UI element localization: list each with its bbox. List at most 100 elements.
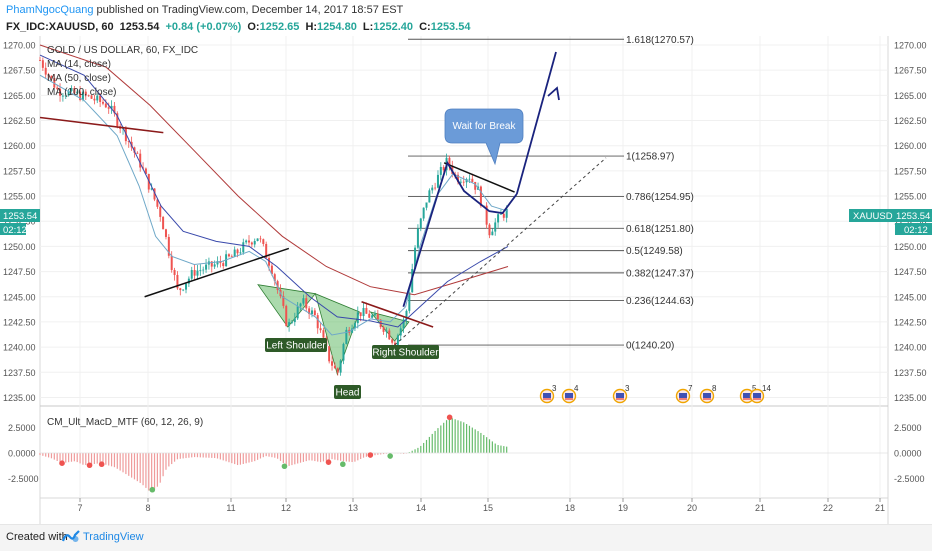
macd-cross-dot: [281, 463, 288, 470]
candle-body: [73, 87, 76, 94]
y-tick-label: 1255.00: [3, 192, 36, 202]
ma100-line: [39, 44, 509, 296]
x-tick-label: 20: [687, 503, 697, 513]
candle-body: [488, 224, 491, 236]
arrow-head-icon: [547, 86, 560, 101]
legend-title: GOLD / US DOLLAR, 60, FX_IDC: [47, 45, 198, 56]
candle-body: [245, 240, 248, 243]
symbol-interval[interactable]: FX_IDC:XAUUSD, 60: [6, 21, 114, 33]
y-tick-label: 1242.50: [894, 317, 927, 327]
callout-bubble: [444, 108, 524, 166]
candle-body: [331, 361, 334, 366]
candle-body: [196, 270, 199, 276]
candle-body: [262, 239, 265, 244]
candle-body: [497, 214, 500, 223]
y-tick-label: 1267.50: [894, 66, 927, 76]
neckline-left: [144, 247, 290, 298]
candle-body: [479, 186, 482, 207]
head-label-box: [334, 385, 361, 399]
macd-cross-dot: [59, 460, 65, 467]
candle-body: [265, 243, 268, 259]
macd-cross-dot: [367, 452, 374, 458]
economic-events[interactable]: 3 3 7 8 5 14 4: [539, 384, 772, 404]
y-tick-label: 1247.50: [3, 267, 36, 277]
candle-body: [414, 247, 417, 269]
event-flag-icon[interactable]: 14: [749, 384, 772, 404]
candle-body: [239, 252, 242, 254]
y-tick-label: 1265.00: [894, 91, 927, 101]
event-count: 14: [762, 384, 771, 393]
candle-body: [90, 95, 93, 99]
event-flag-icon[interactable]: 8: [699, 384, 718, 404]
high-label: H:: [305, 21, 318, 33]
flag-canton: [679, 393, 687, 398]
macd-tick-label: 0.0000: [8, 449, 36, 459]
candle-body: [353, 323, 356, 329]
candle-body: [396, 335, 399, 346]
candle-body: [259, 238, 262, 240]
event-flag-icon[interactable]: 3: [539, 384, 558, 404]
macd-cross-dot: [98, 461, 105, 468]
candle-body: [376, 314, 379, 320]
tradingview-link[interactable]: TradingView: [83, 531, 144, 543]
head-label: Head: [336, 388, 360, 399]
price-chart[interactable]: 7 8 11 12 13 14 15 18 19 20 21 22 21 1270.001267.501…: [0, 36, 932, 524]
candle-body: [44, 67, 47, 75]
candle-body: [422, 207, 425, 219]
candle-body: [313, 310, 316, 316]
y-tick-label: 1245.00: [894, 292, 927, 302]
fib-retracement[interactable]: 1.618(1270.57) 1(1258.97) 0.786(1254.95) 0.…: [408, 36, 694, 352]
fib-level-label: 0.382(1247.37): [626, 268, 694, 279]
y-tick-label: 1265.00: [3, 91, 36, 101]
candle-body: [419, 218, 422, 229]
candle-body: [485, 205, 488, 225]
low-label: L:: [362, 21, 374, 33]
candle-body: [182, 289, 185, 291]
macd-tick-label: 0.0000: [894, 449, 922, 459]
candle-body: [333, 365, 336, 369]
left-shoulder-label-box: [265, 338, 327, 352]
candle-body: [101, 101, 104, 104]
candle-body: [210, 261, 213, 267]
pattern-triangle: [369, 311, 410, 342]
event-count: 4: [574, 384, 579, 393]
candle-body: [319, 328, 322, 331]
x-tick-label: 21: [875, 503, 885, 513]
y-tick-label: 1270.00: [894, 41, 927, 51]
open-label: O:: [247, 21, 260, 33]
last-price: 1253.54: [119, 21, 160, 33]
candle-body: [302, 298, 305, 304]
candle-body: [76, 91, 79, 94]
candle-body: [99, 95, 102, 102]
macd-cross-dot: [340, 461, 346, 468]
flag-canton: [743, 393, 751, 398]
event-flag-icon[interactable]: 3: [612, 384, 631, 404]
left-shoulder-label: Left Shoulder: [266, 341, 326, 352]
candle-body: [47, 74, 50, 76]
candle-body: [39, 60, 41, 61]
macd-histogram: [39, 414, 888, 493]
event-flag-icon[interactable]: 7: [675, 384, 694, 404]
candle-body: [79, 91, 82, 100]
trend-drawings[interactable]: [39, 51, 607, 346]
candle-body: [457, 174, 460, 183]
x-tick-label: 18: [565, 503, 575, 513]
candle-body: [268, 258, 271, 266]
event-flag-icon[interactable]: [561, 388, 577, 404]
candle-body: [491, 231, 494, 236]
x-axis: 7 8 11 12 13 14 15 18 19 20 21 22 21: [77, 498, 885, 513]
candle-body: [53, 77, 56, 88]
candle-body: [136, 152, 139, 154]
x-tick-label: 7: [77, 503, 82, 513]
price-badge-value-right: 1253.54: [896, 211, 930, 222]
author-link[interactable]: PhamNgocQuang: [6, 4, 94, 16]
low-value: 1252.40: [373, 21, 414, 33]
event-count: 8: [712, 384, 717, 393]
y-tick-label: 1235.00: [894, 393, 927, 403]
event-count: 3: [625, 384, 630, 393]
fib-level-label: 0.786(1254.95): [626, 192, 694, 203]
candle-body: [416, 228, 419, 248]
candle-body: [185, 283, 188, 290]
candle-body: [270, 265, 273, 275]
event-count: 3: [552, 384, 557, 393]
